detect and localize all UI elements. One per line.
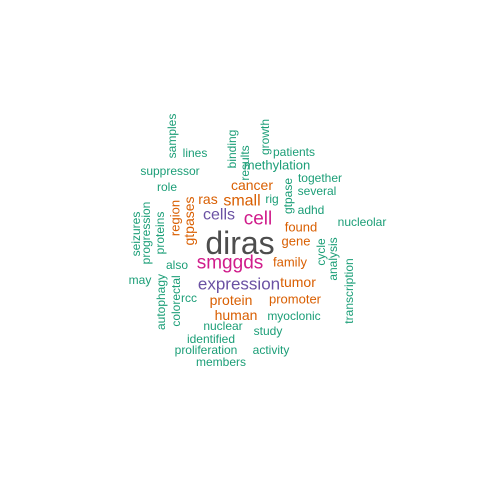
word-rcc: rcc xyxy=(181,291,197,305)
word-methylation: methylation xyxy=(244,158,310,173)
word-cell: cell xyxy=(244,209,273,230)
word-binding: binding xyxy=(225,130,239,169)
word-protein: protein xyxy=(210,292,253,308)
word-results: results xyxy=(238,145,252,180)
word-suppressor: suppressor xyxy=(140,164,199,178)
word-gtpases: gtpases xyxy=(181,196,197,245)
word-together: together xyxy=(298,171,342,185)
word-progression: progression xyxy=(139,202,153,265)
word-also: also xyxy=(166,258,188,272)
word-promoter: promoter xyxy=(269,292,322,307)
word-expression: expression xyxy=(198,275,280,294)
word-human: human xyxy=(215,307,258,323)
word-myoclonic: myoclonic xyxy=(267,309,320,323)
word-transcription: transcription xyxy=(342,258,356,323)
word-autophagy: autophagy xyxy=(154,274,168,330)
word-region: region xyxy=(168,200,183,236)
word-tumor: tumor xyxy=(280,274,316,290)
word-role: role xyxy=(157,180,177,194)
word-cells: cells xyxy=(203,207,235,224)
word-family: family xyxy=(273,255,307,270)
word-found: found xyxy=(285,220,318,235)
word-cancer: cancer xyxy=(231,177,273,193)
word-samples: samples xyxy=(165,114,179,159)
word-colorectal: colorectal xyxy=(169,275,183,326)
word-nucleolar: nucleolar xyxy=(338,215,387,229)
word-several: several xyxy=(298,184,337,198)
word-lines: lines xyxy=(183,146,208,160)
word-activity: activity xyxy=(253,343,290,357)
word-proliferation: proliferation xyxy=(175,343,238,357)
word-study: study xyxy=(254,324,283,338)
word-gtpase: gtpase xyxy=(281,178,295,214)
word-seizures: seizures xyxy=(129,212,143,257)
word-rig: rig xyxy=(265,192,278,206)
word-patients: patients xyxy=(273,145,315,159)
word-cycle: cycle xyxy=(314,238,328,266)
word-proteins: proteins xyxy=(153,212,167,255)
word-members: members xyxy=(196,355,246,369)
word-small: small xyxy=(223,193,260,210)
word-analysis: analysis xyxy=(326,237,340,280)
word-growth: growth xyxy=(258,119,272,155)
word-identified: identified xyxy=(187,332,235,346)
word-adhd: adhd xyxy=(298,203,325,217)
word-may: may xyxy=(129,273,152,287)
word-nuclear: nuclear xyxy=(203,319,242,333)
word-smggds: smggds xyxy=(197,253,264,274)
word-ras: ras xyxy=(198,191,217,207)
word-diras: diras xyxy=(205,225,274,261)
word-gene: gene xyxy=(282,234,311,249)
